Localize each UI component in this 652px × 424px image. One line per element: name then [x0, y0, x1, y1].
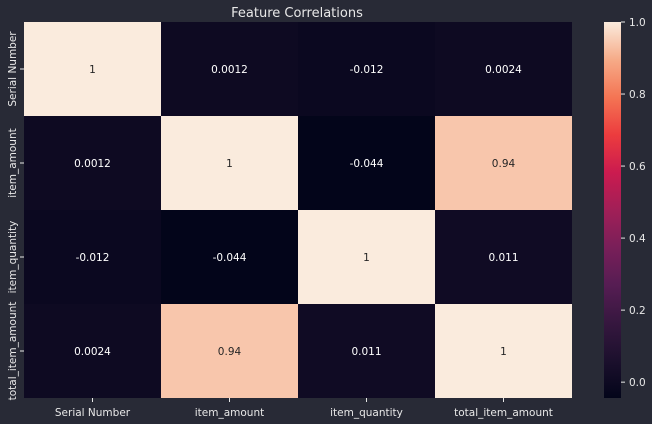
x-tick-label: item_quantity: [330, 407, 403, 419]
heatmap-cell: [24, 22, 161, 116]
cell-annotation: 0.011: [351, 346, 381, 358]
heatmap-cell: [161, 210, 298, 304]
cell-annotation: -0.012: [350, 64, 384, 76]
colorbar-tick-label: 0.8: [629, 89, 646, 101]
heatmap-cell: [435, 116, 572, 210]
colorbar-tick-label: 0.4: [629, 233, 646, 245]
cell-annotation: 0.94: [218, 346, 242, 358]
heatmap-cell: [24, 210, 161, 304]
y-tick-label: Serial Number: [7, 31, 19, 107]
colorbar-tick-label: 1.0: [629, 17, 646, 29]
colorbar: [604, 22, 621, 398]
cell-annotation: 0.011: [488, 252, 518, 264]
y-tick-label: item_quantity: [7, 221, 19, 294]
heatmap-cell: [24, 116, 161, 210]
cell-annotation: 0.94: [492, 158, 516, 170]
heatmap-cell: [435, 22, 572, 116]
heatmap-cell: [435, 210, 572, 304]
cell-annotation: 1: [363, 252, 370, 264]
heatmap-cell: [298, 116, 435, 210]
x-tick-label: Serial Number: [55, 407, 131, 419]
heatmap-cell: [435, 304, 572, 398]
cell-annotation: 0.0012: [211, 64, 248, 76]
cell-annotation: 1: [89, 64, 96, 76]
chart-title: Feature Correlations: [231, 6, 363, 21]
cell-annotation: 0.0024: [74, 346, 111, 358]
cell-annotation: 1: [226, 158, 233, 170]
cell-annotation: 0.0024: [485, 64, 522, 76]
heatmap-cell: [161, 116, 298, 210]
heatmap-cell: [298, 304, 435, 398]
x-tick-label: total_item_amount: [454, 407, 553, 419]
cell-annotation: -0.044: [213, 252, 247, 264]
cell-annotation: -0.012: [76, 252, 110, 264]
heatmap-cell: [24, 304, 161, 398]
y-tick-label: item_amount: [7, 128, 19, 198]
cell-annotation: 1: [500, 346, 507, 358]
y-tick-label: total_item_amount: [7, 302, 19, 401]
heatmap-cell: [161, 22, 298, 116]
heatmap-cell: [298, 210, 435, 304]
colorbar-tick-label: 0.6: [629, 161, 646, 173]
colorbar-tick-label: 0.2: [629, 305, 646, 317]
heatmap-cell: [298, 22, 435, 116]
cell-annotation: 0.0012: [74, 158, 111, 170]
colorbar-tick-label: 0.0: [629, 377, 646, 389]
cell-annotation: -0.044: [350, 158, 384, 170]
heatmap-cell: [161, 304, 298, 398]
x-tick-label: item_amount: [195, 407, 265, 419]
